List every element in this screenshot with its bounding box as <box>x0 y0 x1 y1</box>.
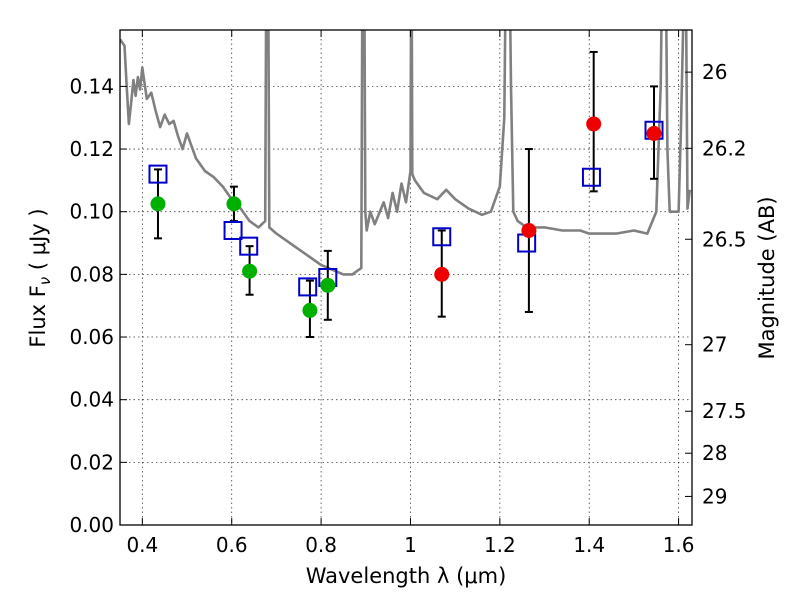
magnitude-tick-label: 27 <box>702 333 727 357</box>
model-photometry-square <box>223 221 243 241</box>
magnitude-axis-label: Magnitude (AB) <box>755 196 779 359</box>
y-tick-label: 0.00 <box>69 513 114 537</box>
grid-lines <box>120 30 692 526</box>
model-photometry-square <box>148 164 168 184</box>
data-point <box>320 277 336 293</box>
x-tick-label: 1.4 <box>573 533 605 557</box>
magnitude-tick-label: 27.5 <box>702 399 747 423</box>
data-point <box>226 196 242 212</box>
data-point <box>586 116 602 132</box>
x-tick-label: 1 <box>404 533 417 557</box>
data-point <box>242 263 258 279</box>
data-point <box>150 196 166 212</box>
y-axis-label: Flux Fν ( μJy ) <box>26 208 54 347</box>
data-point <box>646 125 662 141</box>
axis-ticks <box>120 30 692 526</box>
magnitude-tick-label: 26 <box>702 60 727 84</box>
model-sed-line <box>120 30 692 276</box>
y-tick-label: 0.12 <box>69 137 114 161</box>
y-tick-label: 0.04 <box>69 388 114 412</box>
model-sed-curve <box>120 30 692 276</box>
model-photometry-square <box>298 277 318 297</box>
x-tick-label: 1.6 <box>663 533 695 557</box>
x-axis-label: Wavelength λ (μm) <box>306 564 507 588</box>
data-markers <box>148 116 664 318</box>
data-point <box>521 223 537 239</box>
y-tick-label: 0.10 <box>69 200 114 224</box>
magnitude-tick-label: 28 <box>702 441 727 465</box>
y-tick-label: 0.02 <box>69 450 114 474</box>
x-tick-label: 0.6 <box>216 533 248 557</box>
data-point <box>434 266 450 282</box>
plot-frame <box>119 29 693 526</box>
y-tick-label: 0.14 <box>69 74 114 98</box>
y-tick-label: 0.08 <box>69 262 114 286</box>
x-tick-label: 0.4 <box>126 533 158 557</box>
magnitude-tick-label: 26.2 <box>702 136 747 160</box>
model-photometry-square <box>239 236 259 256</box>
model-photometry-square <box>432 227 452 247</box>
magnitude-tick-label: 26.5 <box>702 227 747 251</box>
y-tick-label: 0.06 <box>69 325 114 349</box>
model-photometry-square <box>581 167 601 187</box>
data-point <box>302 302 318 318</box>
x-tick-label: 0.8 <box>305 533 337 557</box>
magnitude-tick-label: 29 <box>702 484 727 508</box>
x-tick-label: 1.2 <box>484 533 516 557</box>
